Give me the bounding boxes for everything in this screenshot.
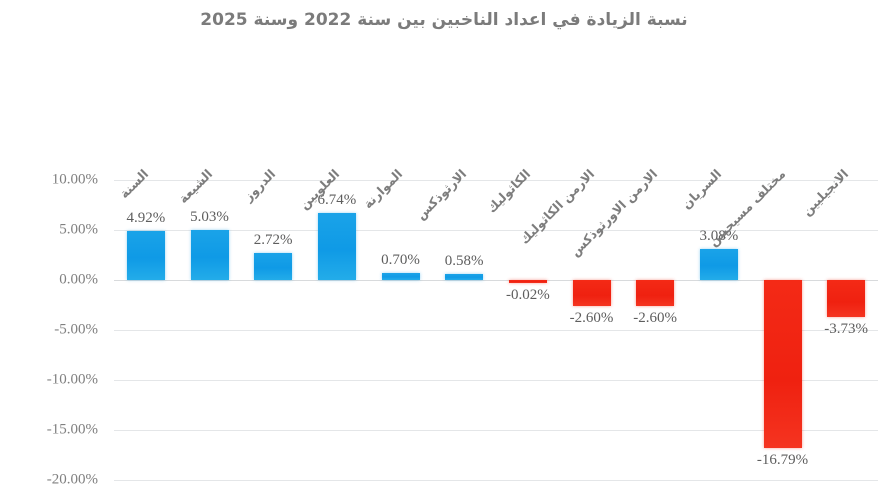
y-axis-tick-label: 10.00% [51, 171, 98, 188]
bar [572, 280, 611, 306]
bar [381, 273, 420, 280]
bar-value-label: 0.70% [381, 252, 420, 268]
gridline [114, 330, 878, 331]
y-axis-tick-label: -5.00% [54, 321, 98, 338]
bar [699, 249, 738, 280]
bar-value-label: 0.58% [444, 253, 484, 270]
bar-value-label: -3.73% [824, 321, 869, 338]
bar [126, 230, 165, 280]
gridline [114, 180, 878, 181]
bar-value-label: 5.03% [190, 208, 229, 225]
bar [508, 280, 547, 283]
y-axis-tick-label: 0.00% [59, 271, 98, 288]
bar-value-label: -16.79% [756, 451, 809, 468]
bar [190, 229, 229, 280]
gridline [114, 380, 878, 381]
chart-title: نسبة الزيادة في اعداد الناخبين بين سنة 2… [200, 10, 688, 30]
bar-value-label: -2.60% [633, 310, 678, 326]
bar [317, 212, 356, 280]
bar [763, 280, 802, 448]
y-axis-tick-label: -15.00% [46, 421, 98, 438]
bar-value-label: -2.60% [569, 310, 614, 326]
bar-value-label: -0.02% [505, 287, 550, 303]
bar-value-label: 2.72% [253, 231, 293, 248]
bar [254, 252, 293, 280]
y-axis-tick-label: -10.00% [46, 371, 98, 388]
bar-value-label: 6.74% [317, 191, 357, 208]
bar-value-label: 4.92% [126, 209, 166, 226]
y-axis-tick-label: 5.00% [59, 221, 98, 238]
plot-bottom-border [114, 480, 878, 481]
bar [827, 280, 866, 318]
bar-value-label: 3.08% [699, 228, 739, 245]
gridline [114, 430, 878, 431]
gridline [114, 230, 878, 231]
bar [445, 274, 484, 280]
y-axis-tick-label: -20.00% [46, 471, 98, 488]
bar [636, 280, 675, 306]
gridline [114, 280, 878, 281]
